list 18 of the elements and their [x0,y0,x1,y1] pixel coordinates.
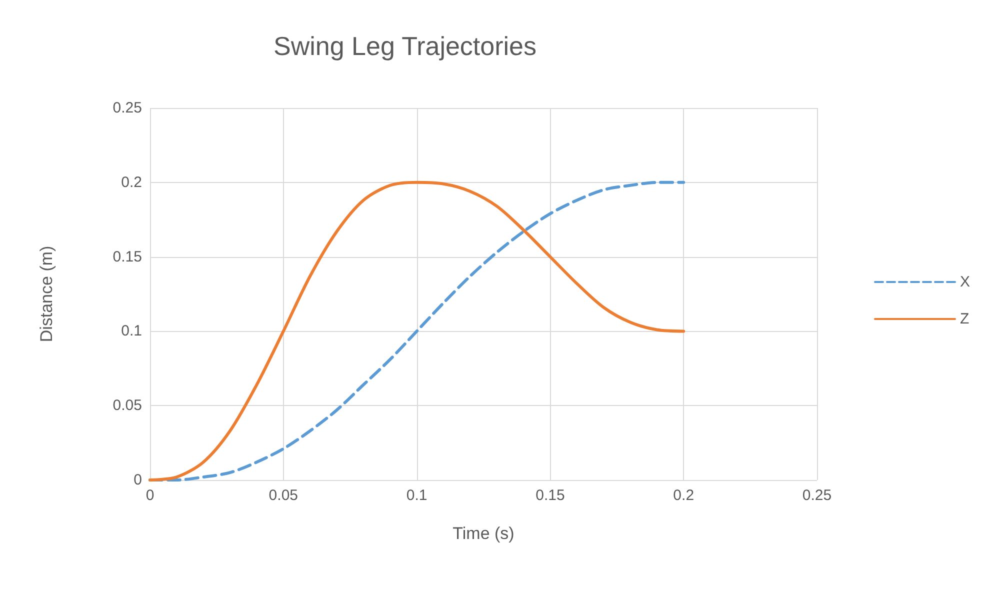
y-tick-label: 0.25 [112,100,142,116]
line-series [148,180,686,482]
x-tick-label: 0.15 [536,487,565,504]
x-tick-label: 0.05 [268,487,298,504]
x-tick-label: 0.1 [406,487,428,504]
chart-title: Swing Leg Trajectories [273,31,537,61]
x-axis-title: Time (s) [452,524,514,543]
y-tick-label: 0.05 [112,397,142,414]
x-tick-label: 0.2 [673,487,694,504]
y-tick-label: 0 [134,472,142,488]
x-tick-label: 0.25 [802,487,832,504]
x-tick-label: 0 [146,487,154,504]
y-tick-label: 0.1 [121,322,142,340]
y-axis-title: Distance (m) [37,246,56,342]
y-tick-label: 0.2 [121,174,142,191]
y-tick-label: 0.15 [112,248,142,266]
text: Z [960,310,970,328]
text: X [960,274,970,290]
